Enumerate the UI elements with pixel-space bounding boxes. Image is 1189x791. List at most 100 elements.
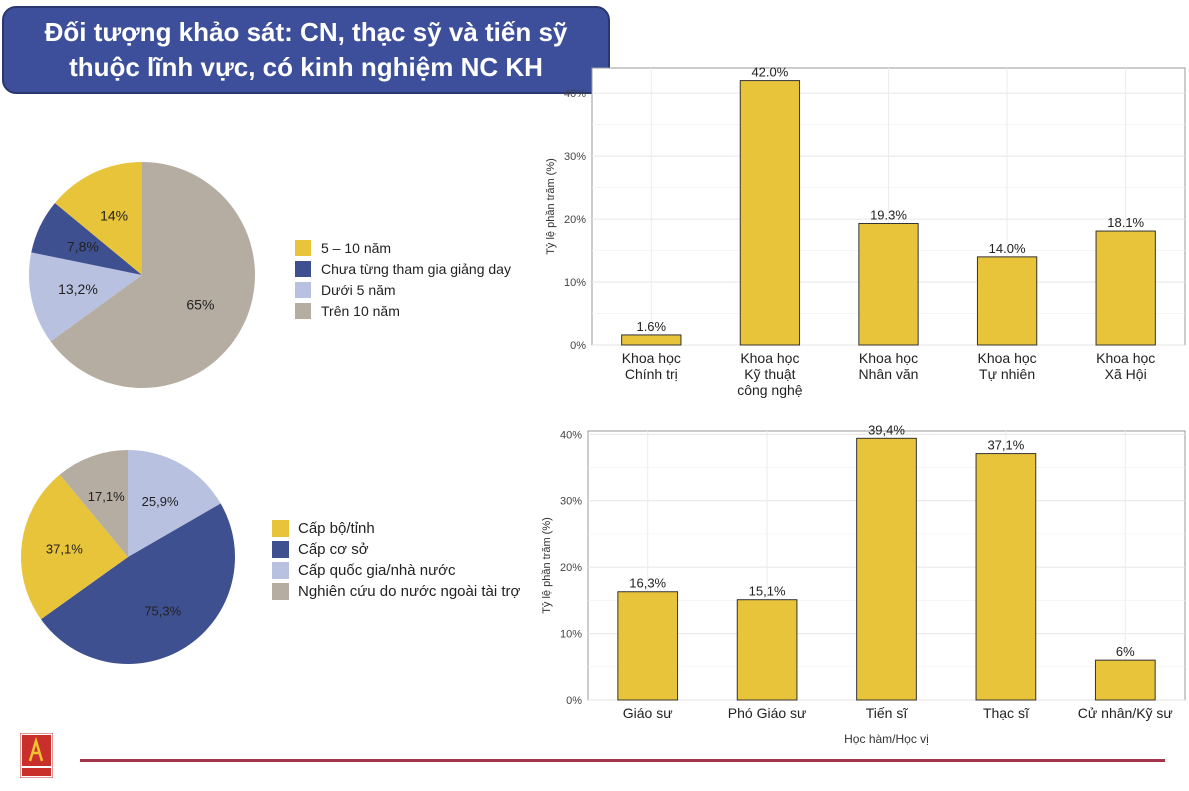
legend-project-level: Cấp bộ/tỉnh Cấp cơ sở Cấp quốc gia/nhà n… [272,518,520,602]
pie-slice-label: 7,8% [67,239,99,255]
slide-title: Đối tượng khảo sát: CN, thạc sỹ và tiến … [2,6,610,94]
x-tick-label: Kỹ thuật [744,366,795,382]
pie-slice-label: 65% [186,297,214,313]
bar-value-label: 19.3% [870,207,907,222]
x-tick-label: Khoa học [859,350,918,366]
pie-chart-experience: 65% 13,2% 7,8%14% [29,162,255,388]
bar-value-label: 18.1% [1107,215,1144,230]
bar-value-label: 37,1% [987,438,1024,453]
x-tick-label: Tiến sĩ [866,705,909,721]
bar [739,80,801,346]
legend-item: Nghiên cứu do nước ngoài tài trợ [272,581,520,602]
x-tick-label: Cử nhân/Kỹ sư [1078,705,1173,721]
legend-item: Dưới 5 năm [295,279,511,300]
legend-experience: 5 – 10 năm Chưa từng tham gia giảng day … [295,237,511,321]
y-tick-label: 30% [560,496,582,508]
legend-swatch [295,239,311,256]
x-tick-label: Khoa học [1096,350,1155,366]
bar [621,334,682,346]
legend-item: Cấp bộ/tỉnh [272,518,520,539]
x-tick-label: Thạc sĩ [983,705,1030,721]
pie-slice-label: 75,3% [144,604,181,619]
x-tick-label: Nhân văn [859,366,919,382]
pie-slice-label: 37,1% [46,541,83,556]
y-tick-label: 0% [570,340,586,352]
pie-slice [50,162,255,388]
legend-label: Chưa từng tham gia giảng day [321,260,511,277]
bar [736,599,798,701]
pie-slice [21,474,128,620]
legend-item: Cấp cơ sở [272,539,520,560]
bar [1094,659,1156,701]
legend-swatch [272,583,289,600]
y-tick-label: 30% [564,151,586,163]
bar [856,437,917,701]
bar-value-label: 1.6% [636,319,666,334]
y-tick-label: 40% [560,429,582,441]
legend-label: 5 – 10 năm [321,239,392,256]
x-tick-label: Giáo sư [623,705,673,721]
y-axis-title: Tỷ lệ phần trăm (%) [545,158,557,255]
legend-label: Trên 10 năm [321,302,400,319]
legend-swatch [295,260,311,277]
y-tick-label: 20% [564,214,586,226]
x-tick-label: Chính trị [625,366,678,382]
x-axis-title: Học hàm/Học vị [844,732,929,746]
pie-slice [59,450,128,557]
legend-item: Cấp quốc gia/nhà nước [272,560,520,581]
pie-slice-label: 14% [100,208,128,224]
bar-value-label: 42.0% [751,65,788,80]
y-tick-label: 10% [560,629,582,641]
pie-slice [54,162,142,275]
x-tick-label: Xã Hội [1105,366,1147,382]
legend-swatch [272,541,289,558]
legend-swatch [295,302,311,319]
pie-slice [29,252,142,342]
bar [617,591,679,701]
bar [975,453,1037,701]
y-tick-label: 40% [564,88,586,100]
legend-label: Nghiên cứu do nước ngoài tài trợ [298,583,521,600]
x-tick-label: Khoa học [978,350,1037,366]
legend-item: 5 – 10 năm [295,237,511,258]
pie-slice [128,450,221,557]
legend-item: Trên 10 năm [295,300,511,321]
pie-chart-project-level: 25,9% 75,3% 37,1% 17,1% [21,450,235,664]
y-axis-title: Tỷ lệ phần trăm (%) [541,517,553,614]
legend-label: Cấp cơ sở [298,541,369,558]
bar [858,222,919,346]
bar-value-label: 16,3% [629,576,666,591]
bar-chart-degree: 0% 10% 20% 30% 40% 16,3% Giáo sư 15,1% Phó Giáo … [541,425,1186,746]
x-tick-label: Tự nhiên [979,366,1035,382]
legend-label: Cấp quốc gia/nhà nước [298,562,456,579]
pie-slice-label: 17,1% [88,489,125,504]
pie-slice-label: 13,2% [58,281,98,297]
y-tick-label: 20% [560,562,582,574]
legend-swatch [295,281,311,298]
x-tick-label: Khoa học [740,350,799,366]
slide-title-line-2: thuộc lĩnh vực, có kinh nghiệm NC KH [69,52,543,82]
legend-label: Cấp bộ/tỉnh [298,520,375,537]
y-tick-label: 0% [566,695,582,707]
legend-item: Chưa từng tham gia giảng day [295,258,511,279]
pie-slice [31,202,142,275]
pie-slice-label: 25,9% [142,494,179,509]
university-logo-icon [20,733,53,778]
bar-value-label: 15,1% [749,584,786,599]
pie-slice [40,503,235,664]
bar-value-label: 6% [1116,644,1135,659]
bar [976,256,1038,346]
x-tick-label: công nghệ [737,382,803,398]
x-tick-label: Khoa học [622,350,681,366]
footer-divider [80,759,1165,762]
y-tick-label: 10% [564,277,586,289]
bar-value-label: 14.0% [989,241,1026,256]
slide-title-line-1: Đối tượng khảo sát: CN, thạc sỹ và tiến … [44,17,568,47]
legend-swatch [272,520,289,537]
bar [1095,230,1156,346]
bar-value-label: 39,4% [868,425,905,437]
legend-label: Dưới 5 năm [321,281,396,298]
legend-swatch [272,562,289,579]
x-tick-label: Phó Giáo sư [728,705,807,721]
